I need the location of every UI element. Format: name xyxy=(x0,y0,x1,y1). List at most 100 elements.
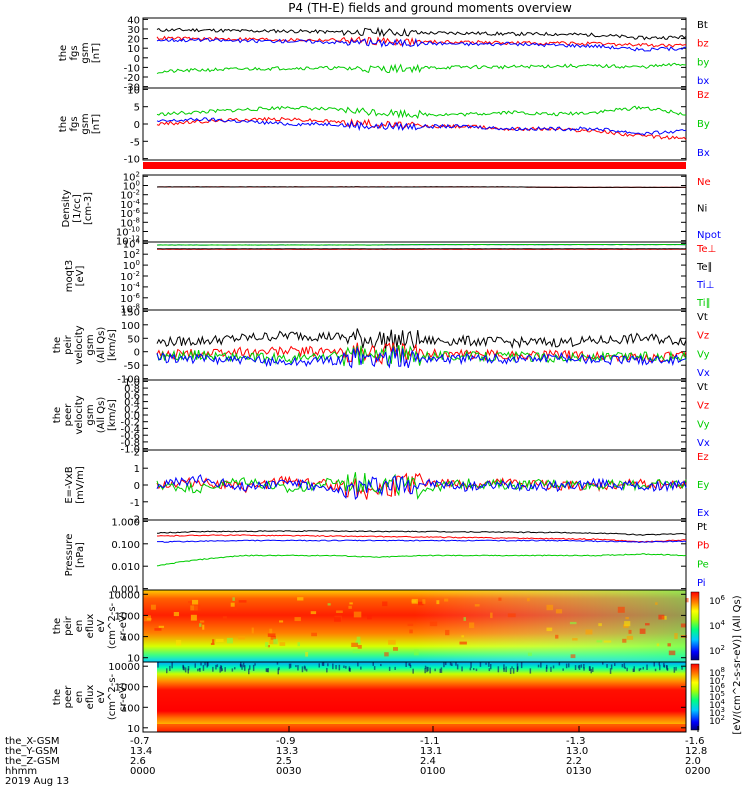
y-label-line: [nT] xyxy=(91,43,102,63)
series-Ex xyxy=(156,474,687,500)
heatmap-noise xyxy=(335,665,337,670)
heatmap-cell xyxy=(625,617,629,620)
panel-frame xyxy=(142,379,687,451)
heatmap-noise xyxy=(248,668,250,675)
legend-Ne: Ne xyxy=(697,177,711,188)
heatmap-cell xyxy=(273,638,278,645)
heatmap-noise xyxy=(332,663,334,670)
heatmap-noise xyxy=(197,668,199,672)
heatmap-noise xyxy=(624,666,626,669)
heatmap-noise xyxy=(405,662,407,667)
heatmap-cell xyxy=(626,635,634,640)
x-tick-label: -1.3 xyxy=(566,736,586,747)
heatmap-noise xyxy=(609,668,612,674)
panel-9: 10000 1000 100 10 the peir en eflux eV (cm^2-s-sr… xyxy=(52,589,689,665)
heatmap-noise xyxy=(184,667,187,673)
series-Bx xyxy=(156,117,687,136)
heatmap-cell xyxy=(202,624,205,630)
heatmap-noise xyxy=(221,668,223,671)
heatmap-cell xyxy=(297,642,300,647)
heatmap-cell xyxy=(232,597,235,601)
heatmap-cell xyxy=(645,623,650,626)
y-label-line: gsm xyxy=(80,113,91,134)
heatmap-cell xyxy=(144,615,151,622)
y-tick-label: 100 xyxy=(121,633,140,644)
heatmap-noise xyxy=(606,664,608,668)
heatmap-cell xyxy=(311,632,317,637)
colorbar-fill xyxy=(690,663,700,731)
heatmap-noise xyxy=(408,663,410,666)
heatmap-cell xyxy=(418,601,424,606)
y-tick-label: 10000 xyxy=(108,590,140,601)
heatmap-cell xyxy=(622,638,627,643)
heatmap-noise xyxy=(592,667,594,672)
colorbar-fill xyxy=(690,591,700,661)
chart-title: P4 (TH-E) fields and ground moments over… xyxy=(288,1,572,15)
heatmap-noise xyxy=(666,665,668,671)
heatmap-noise xyxy=(198,668,201,671)
legend-bx: bx xyxy=(697,76,709,87)
heatmap-cell xyxy=(348,605,352,609)
heatmap-cell xyxy=(527,598,530,602)
heatmap-cell xyxy=(310,611,317,615)
heatmap-cell xyxy=(238,636,245,640)
y-label-line: sr-eV) xyxy=(118,682,129,711)
heatmap-noise xyxy=(234,667,236,670)
heatmap-noise xyxy=(475,668,478,672)
y-label-line: peir xyxy=(63,615,74,635)
heatmap-noise xyxy=(169,665,171,671)
heatmap-noise xyxy=(409,664,412,668)
series-by xyxy=(156,62,686,75)
heatmap-noise xyxy=(439,668,441,673)
colorbar-tick-label: 107 xyxy=(709,674,725,687)
heatmap-cell xyxy=(413,649,419,656)
y-tick-label: -30 xyxy=(124,83,140,94)
heatmap-noise xyxy=(424,665,427,669)
y-tick-label: 0.6 xyxy=(124,391,140,402)
legend-Bt: Bt xyxy=(697,20,708,31)
heatmap-noise xyxy=(200,662,202,666)
heatmap-cell xyxy=(279,642,286,646)
colorbar-tick-label: 102 xyxy=(709,714,725,727)
y-tick-label: -0.4 xyxy=(120,424,140,435)
heatmap-cell xyxy=(384,652,389,657)
x-tick-label: 12.8 xyxy=(685,746,707,757)
heatmap-fill xyxy=(157,662,686,732)
heatmap-noise xyxy=(321,662,324,666)
y-tick-label: 10-4 xyxy=(120,281,140,294)
heatmap-cell xyxy=(444,598,449,602)
heatmap-noise xyxy=(583,664,585,669)
y-label-line: fgs xyxy=(69,116,80,131)
x-row-label: hhmm xyxy=(5,766,37,777)
heatmap-noise xyxy=(583,667,585,671)
heatmap-noise xyxy=(562,668,564,671)
heatmap-cell xyxy=(212,639,215,644)
heatmap-noise xyxy=(610,664,613,670)
heatmap-cell xyxy=(411,598,418,604)
heatmap-noise xyxy=(434,668,436,672)
heatmap-cell xyxy=(585,629,593,635)
y-tick-label: 0 xyxy=(134,54,140,65)
heatmap-noise xyxy=(183,666,185,671)
heatmap-noise xyxy=(326,667,328,673)
heatmap-noise xyxy=(488,668,491,672)
heatmap-noise xyxy=(297,665,299,671)
heatmap-noise xyxy=(327,663,329,667)
heatmap-noise xyxy=(372,662,374,666)
series-bx xyxy=(156,37,687,52)
heatmap-cell xyxy=(555,609,563,614)
legend-Vz: Vz xyxy=(697,401,709,412)
heatmap-cell xyxy=(546,604,554,611)
heatmap-noise xyxy=(550,666,552,672)
heatmap-cell xyxy=(409,629,413,634)
y-tick-label: 150 xyxy=(121,307,140,318)
heatmap-cell xyxy=(667,643,671,647)
series-Vy xyxy=(156,345,687,367)
heatmap-cell xyxy=(230,602,235,607)
heatmap-cell xyxy=(199,620,205,623)
y-label-line: [eV] xyxy=(75,266,86,287)
legend-Te∥: Te∥ xyxy=(696,262,713,273)
legend-by: by xyxy=(697,57,709,68)
y-tick-label: 0.8 xyxy=(124,384,140,395)
